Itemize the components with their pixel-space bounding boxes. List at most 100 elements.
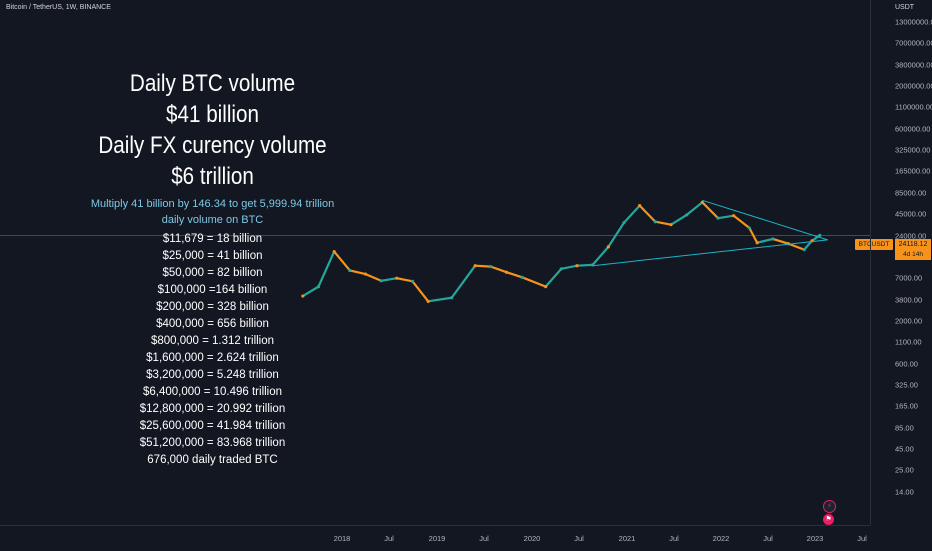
- calc-line: $200,000 = 328 billion: [156, 301, 269, 313]
- price-segment: [717, 214, 734, 220]
- price-tick-label: 2000.00: [895, 316, 923, 326]
- price-segment: [380, 277, 398, 282]
- time-tick-label: 2021: [618, 534, 636, 543]
- multiply-note: Multiply 41 billion by 146.34 to get 5,9…: [90, 198, 335, 210]
- price-segment: [803, 240, 813, 251]
- price-tick-label: 7000000.00: [895, 38, 932, 48]
- calc-line: $1,600,000 = 2.624 trillion: [146, 352, 279, 364]
- price-segment: [576, 263, 593, 267]
- price-segment: [317, 251, 336, 288]
- price-segment: [772, 237, 789, 245]
- price-tick-label: 1100000.00: [895, 102, 932, 112]
- price-point: [685, 213, 689, 217]
- price-point: [450, 296, 454, 300]
- ticker-badge: BTCUSDT: [855, 239, 893, 250]
- time-tick-label: Jul: [857, 534, 867, 543]
- price-segment: [490, 265, 507, 274]
- time-tick-label: Jul: [763, 534, 773, 543]
- time-axis[interactable]: 2018 Jul 2019 Jul 2020 Jul 2021 Jul 2022 Jul 2023 J…: [0, 525, 870, 551]
- chart-symbol-title[interactable]: Bitcoin / TetherUS, 1W, BINANCE: [6, 4, 111, 11]
- price-tick-label: 325.00: [895, 380, 918, 390]
- price-tick-label: 3800000.00: [895, 60, 932, 70]
- calc-line: $50,000 = 82 billion: [162, 267, 263, 279]
- price-segment: [475, 264, 491, 268]
- price-point: [363, 272, 368, 276]
- trendline: [702, 199, 828, 241]
- price-segment: [655, 220, 672, 226]
- time-tick-label: 2019: [428, 534, 446, 543]
- price-point: [301, 294, 305, 298]
- price-point: [747, 226, 751, 230]
- price-point: [395, 276, 399, 280]
- price-tick-label: 3800.00: [895, 295, 923, 305]
- price-segment: [302, 285, 320, 297]
- price-segment: [349, 269, 366, 276]
- price-segment: [561, 264, 578, 270]
- price-point: [755, 241, 759, 245]
- chart-area[interactable]: Bitcoin / TetherUS, 1W, BINANCE Daily BT…: [0, 0, 893, 525]
- price-point: [559, 267, 563, 271]
- calc-line: $25,000 = 41 billion: [162, 250, 263, 262]
- multiply-note-2: daily volume on BTC: [161, 214, 264, 226]
- price-point: [348, 268, 352, 273]
- price-point: [669, 223, 673, 227]
- price-axis[interactable]: USDT 13000000.00 7000000.00 3800000.00 2000…: [870, 0, 932, 525]
- calc-line: $100,000 =164 billion: [157, 284, 268, 296]
- price-segment: [333, 250, 351, 272]
- price-tick-label: 1100.00: [895, 337, 922, 347]
- time-tick-label: 2022: [712, 534, 730, 543]
- price-segment: [506, 271, 523, 279]
- price-point: [426, 299, 430, 303]
- calc-line: $25,600,000 = 41.984 trillion: [139, 420, 286, 432]
- price-tick-label: 7000.00: [895, 273, 923, 283]
- price-point: [575, 264, 579, 268]
- price-segment: [670, 213, 688, 226]
- price-segment: [428, 296, 452, 303]
- price-tick-label: 600000.00: [895, 124, 931, 134]
- calc-line: $3,200,000 = 5.248 trillion: [146, 369, 279, 381]
- price-tick-label: 13000000.00: [895, 17, 932, 27]
- price-point: [504, 270, 509, 274]
- price-point: [716, 216, 720, 220]
- price-chart[interactable]: [0, 0, 870, 525]
- price-point: [771, 237, 775, 241]
- price-point: [606, 245, 610, 249]
- price-segment: [411, 280, 430, 303]
- price-segment: [701, 201, 719, 219]
- price-point: [802, 248, 806, 252]
- calc-line: $51,200,000 = 83.968 trillion: [139, 437, 286, 449]
- headline-fx-volume: Daily FX curency volume: [98, 132, 327, 159]
- price-segment: [788, 242, 805, 251]
- price-segment: [638, 204, 657, 223]
- price-tick-label: 24000.00: [895, 231, 927, 240]
- calculation-list: $11,679 = 18 billion $25,000 = 41 billio…: [0, 231, 425, 469]
- calc-line: 676,000 daily traded BTC: [147, 454, 278, 466]
- price-segment: [685, 201, 704, 216]
- price-point: [700, 200, 704, 204]
- calc-line: $11,679 = 18 billion: [162, 233, 263, 245]
- lightning-event-icon[interactable]: ⚡: [823, 500, 836, 513]
- price-segment: [756, 237, 774, 244]
- price-point: [379, 279, 383, 283]
- time-tick-label: 2018: [333, 534, 351, 543]
- annotation-overlay: Daily BTC volume $41 billion Daily FX cu…: [0, 68, 425, 469]
- price-point: [638, 204, 642, 208]
- trendline: [592, 239, 828, 267]
- price-point: [544, 285, 548, 289]
- price-tick-label: 325000.00: [895, 145, 931, 155]
- price-segment: [623, 204, 641, 224]
- time-tick-label: Jul: [669, 534, 679, 543]
- flag-event-icon[interactable]: ⚑: [823, 514, 834, 525]
- price-point: [473, 264, 477, 268]
- last-price-label: 24118.12: [895, 239, 931, 250]
- time-tick-label: 2020: [523, 534, 541, 543]
- time-tick-label: Jul: [384, 534, 394, 543]
- price-segment: [544, 268, 563, 288]
- price-tick-label: 85000.00: [895, 188, 927, 198]
- price-tick-label: 45000.00: [895, 209, 927, 219]
- time-tick-label: Jul: [479, 534, 489, 543]
- calc-line: $6,400,000 = 10.496 trillion: [142, 386, 283, 398]
- price-segment: [396, 277, 413, 283]
- price-point: [489, 265, 493, 269]
- price-tick-label: 165000.00: [895, 166, 931, 176]
